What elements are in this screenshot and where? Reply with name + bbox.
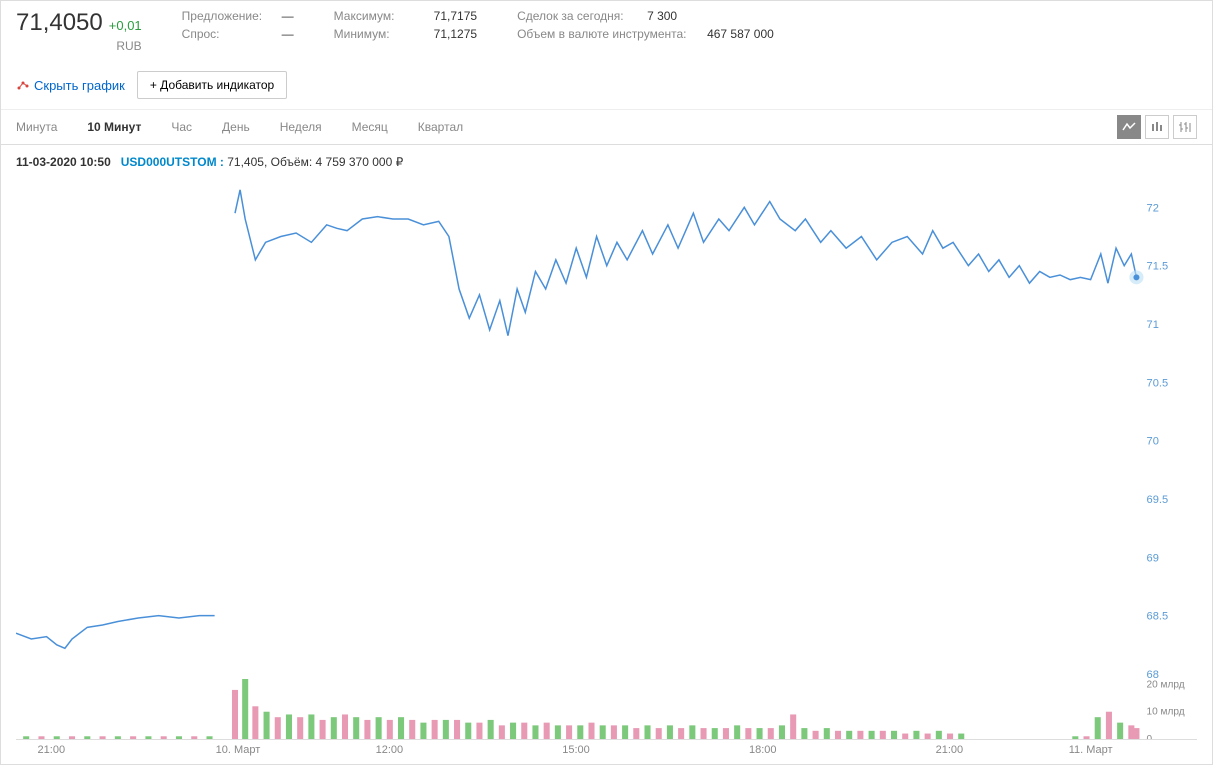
min-label: Минимум:: [334, 27, 434, 41]
timeframe-tabs: Минута10 МинутЧасДеньНеделяМесяцКвартал: [1, 110, 1212, 145]
svg-text:70.5: 70.5: [1147, 377, 1169, 389]
timeframe-tab[interactable]: День: [207, 110, 265, 144]
offer-label: Предложение:: [182, 9, 282, 23]
add-indicator-button[interactable]: + Добавить индикатор: [137, 71, 287, 99]
x-axis: 21:00 10. Март 12:00 15:00 18:00 21:00 11. Мар…: [16, 739, 1197, 764]
last-price: 71,4050: [16, 9, 103, 37]
max-label: Максимум:: [334, 9, 434, 23]
svg-text:69.5: 69.5: [1147, 494, 1169, 506]
volume-value: 467 587 000: [707, 27, 774, 41]
svg-text:72: 72: [1147, 202, 1159, 214]
timeframe-tab[interactable]: Час: [156, 110, 207, 144]
svg-text:69: 69: [1147, 552, 1159, 564]
volume-label: Объем в валюте инструмента:: [517, 27, 707, 41]
hide-chart-link[interactable]: Скрыть график: [16, 78, 125, 93]
x-axis-label: 12:00: [376, 744, 404, 756]
max-value: 71,7175: [434, 9, 477, 23]
price-chart[interactable]: 68 68.5 69 69.5 70 70.5 71 71.5 72: [16, 179, 1197, 679]
x-axis-label: 10. Март: [216, 744, 261, 756]
svg-text:10 млрд: 10 млрд: [1147, 707, 1185, 718]
timeframe-tab[interactable]: 10 Минут: [72, 110, 156, 144]
x-axis-label: 21:00: [38, 744, 66, 756]
timeframe-tab[interactable]: Квартал: [403, 110, 478, 144]
timeframe-tab[interactable]: Минута: [1, 110, 72, 144]
svg-text:68: 68: [1147, 669, 1159, 679]
demand-value: —: [282, 27, 294, 41]
chart-values: 71,405, Объём: 4 759 370 000 ₽: [227, 155, 403, 169]
add-indicator-label: + Добавить индикатор: [150, 78, 274, 92]
deals-value: 7 300: [647, 9, 677, 23]
demand-label: Спрос:: [182, 27, 282, 41]
offer-value: —: [282, 9, 294, 23]
quote-info-columns: Предложение:— Спрос:— Максимум:71,7175 М…: [182, 9, 774, 41]
x-axis-label: 11. Март: [1069, 744, 1113, 756]
min-value: 71,1275: [434, 27, 477, 41]
chart-info-header: 11-03-2020 10:50 USD000UTSTOM : 71,405, …: [1, 145, 1212, 179]
price-block: 71,4050 +0,01 RUB: [16, 9, 142, 53]
deals-label: Сделок за сегодня:: [517, 9, 647, 23]
svg-text:68.5: 68.5: [1147, 611, 1169, 623]
chart-ticker[interactable]: USD000UTSTOM :: [121, 155, 224, 169]
svg-text:71.5: 71.5: [1147, 261, 1169, 273]
x-axis-label: 15:00: [562, 744, 590, 756]
chart-icon: [16, 78, 30, 92]
chart-timestamp: 11-03-2020 10:50: [16, 155, 111, 169]
quote-header: 71,4050 +0,01 RUB Предложение:— Спрос:— …: [1, 1, 1212, 61]
timeframe-tab[interactable]: Неделя: [265, 110, 337, 144]
svg-text:20 млрд: 20 млрд: [1147, 679, 1185, 690]
x-axis-label: 18:00: [749, 744, 777, 756]
chart-type-ohlc-button[interactable]: [1173, 115, 1197, 139]
chart-type-candle-button[interactable]: [1145, 115, 1169, 139]
hide-chart-label: Скрыть график: [34, 78, 125, 93]
svg-text:71: 71: [1147, 319, 1159, 331]
currency-label: RUB: [16, 39, 142, 53]
svg-text:70: 70: [1147, 436, 1159, 448]
timeframe-tab[interactable]: Месяц: [337, 110, 403, 144]
chart-type-line-button[interactable]: [1117, 115, 1141, 139]
x-axis-label: 21:00: [936, 744, 964, 756]
volume-chart[interactable]: 010 млрд20 млрд: [16, 679, 1197, 739]
price-change: +0,01: [109, 18, 142, 33]
